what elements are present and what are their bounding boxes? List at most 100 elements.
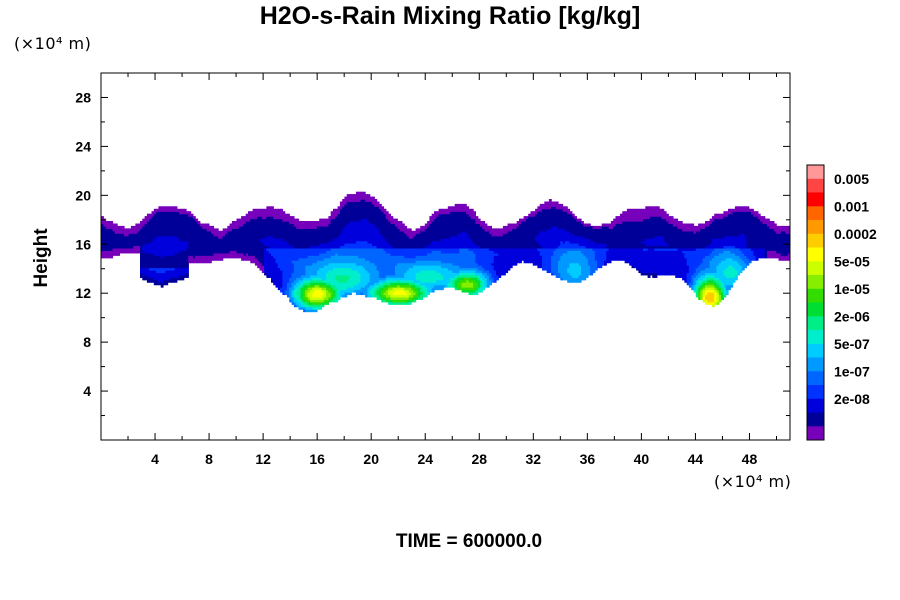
heatmap-cell	[259, 218, 263, 222]
heatmap-cell	[459, 233, 463, 237]
heatmap-cell	[204, 247, 208, 251]
heatmap-cell	[346, 203, 350, 207]
heatmap-cell	[399, 292, 403, 296]
heatmap-cell	[450, 233, 453, 237]
heatmap-cell	[496, 265, 499, 269]
heatmap-cell	[443, 277, 447, 281]
heatmap-cell	[452, 233, 456, 237]
heatmap-cell	[101, 223, 104, 227]
heatmap-cell	[199, 247, 203, 251]
heatmap-cell	[353, 228, 357, 232]
heatmap-cell	[259, 250, 263, 254]
heatmap-cell	[468, 208, 472, 212]
heatmap-cell	[420, 247, 424, 251]
heatmap-cell	[167, 225, 171, 229]
heatmap-cell	[406, 296, 410, 300]
heatmap-cell	[169, 245, 173, 249]
heatmap-cell	[484, 257, 488, 261]
heatmap-cell	[344, 196, 348, 200]
heatmap-cell	[293, 240, 297, 244]
heatmap-cell	[365, 282, 368, 286]
heatmap-cell	[342, 272, 346, 276]
heatmap-cell	[199, 240, 203, 244]
heatmap-cell	[289, 274, 293, 278]
heatmap-cell	[169, 279, 173, 283]
heatmap-cell	[169, 211, 173, 215]
heatmap-cell	[417, 252, 421, 256]
heatmap-cell	[326, 247, 329, 251]
heatmap-cell	[305, 225, 309, 229]
heatmap-cell	[151, 270, 155, 274]
heatmap-cell	[367, 282, 371, 286]
heatmap-cell	[300, 262, 304, 266]
heatmap-cell	[401, 262, 405, 266]
heatmap-cell	[390, 225, 394, 229]
heatmap-cell	[174, 218, 178, 222]
heatmap-cell	[431, 284, 435, 288]
heatmap-cell	[202, 240, 205, 244]
heatmap-cell	[192, 230, 196, 234]
heatmap-cell	[298, 243, 302, 247]
heatmap-cell	[121, 228, 125, 232]
heatmap-cell	[349, 250, 352, 254]
heatmap-cell	[179, 243, 182, 247]
heatmap-cell	[142, 238, 146, 242]
heatmap-cell	[397, 301, 401, 305]
heatmap-cell	[473, 216, 476, 220]
heatmap-cell	[133, 233, 137, 237]
heatmap-cell	[179, 211, 182, 215]
heatmap-cell	[190, 230, 194, 234]
heatmap-cell	[415, 294, 419, 298]
heatmap-cell	[372, 223, 375, 227]
heatmap-cell	[298, 299, 302, 303]
heatmap-cell	[275, 282, 279, 286]
heatmap-cell	[355, 225, 359, 229]
heatmap-cell	[174, 279, 178, 283]
heatmap-cell	[482, 260, 486, 264]
heatmap-cell	[333, 218, 336, 222]
heatmap-cell	[360, 243, 364, 247]
heatmap-cell	[186, 225, 189, 229]
heatmap-cell	[300, 221, 304, 225]
heatmap-cell	[415, 255, 419, 259]
heatmap-cell	[378, 247, 382, 251]
heatmap-cell	[167, 216, 171, 220]
heatmap-cell	[486, 274, 490, 278]
heatmap-cell	[381, 247, 385, 251]
heatmap-cell	[195, 225, 199, 229]
heatmap-cell	[293, 257, 297, 261]
heatmap-cell	[167, 208, 171, 212]
heatmap-cell	[282, 228, 286, 232]
heatmap-cell	[107, 223, 111, 227]
heatmap-cell	[259, 235, 263, 239]
heatmap-cell	[466, 225, 470, 229]
heatmap-cell	[287, 265, 290, 269]
heatmap-cell	[335, 282, 339, 286]
heatmap-cell	[225, 247, 228, 251]
heatmap-cell	[101, 225, 104, 229]
heatmap-cell	[447, 216, 451, 220]
heatmap-cell	[470, 225, 474, 229]
heatmap-cell	[140, 243, 143, 247]
heatmap-cell	[181, 260, 185, 264]
heatmap-cell	[339, 243, 343, 247]
heatmap-cell	[447, 270, 451, 274]
heatmap-cell	[381, 233, 385, 237]
heatmap-cell	[413, 235, 417, 239]
heatmap-cell	[321, 299, 325, 303]
heatmap-cell	[160, 279, 164, 283]
heatmap-cell	[280, 279, 283, 283]
heatmap-cell	[401, 284, 405, 288]
heatmap-cell	[489, 247, 492, 251]
heatmap-cell	[183, 230, 187, 234]
heatmap-cell	[461, 289, 465, 293]
heatmap-cell	[188, 238, 192, 242]
heatmap-cell	[358, 201, 362, 205]
heatmap-cell	[360, 265, 364, 269]
heatmap-cell	[144, 267, 148, 271]
heatmap-cell	[392, 292, 396, 296]
heatmap-cell	[376, 206, 380, 210]
heatmap-cell	[330, 223, 334, 227]
heatmap-cell	[181, 257, 185, 261]
heatmap-cell	[307, 235, 311, 239]
